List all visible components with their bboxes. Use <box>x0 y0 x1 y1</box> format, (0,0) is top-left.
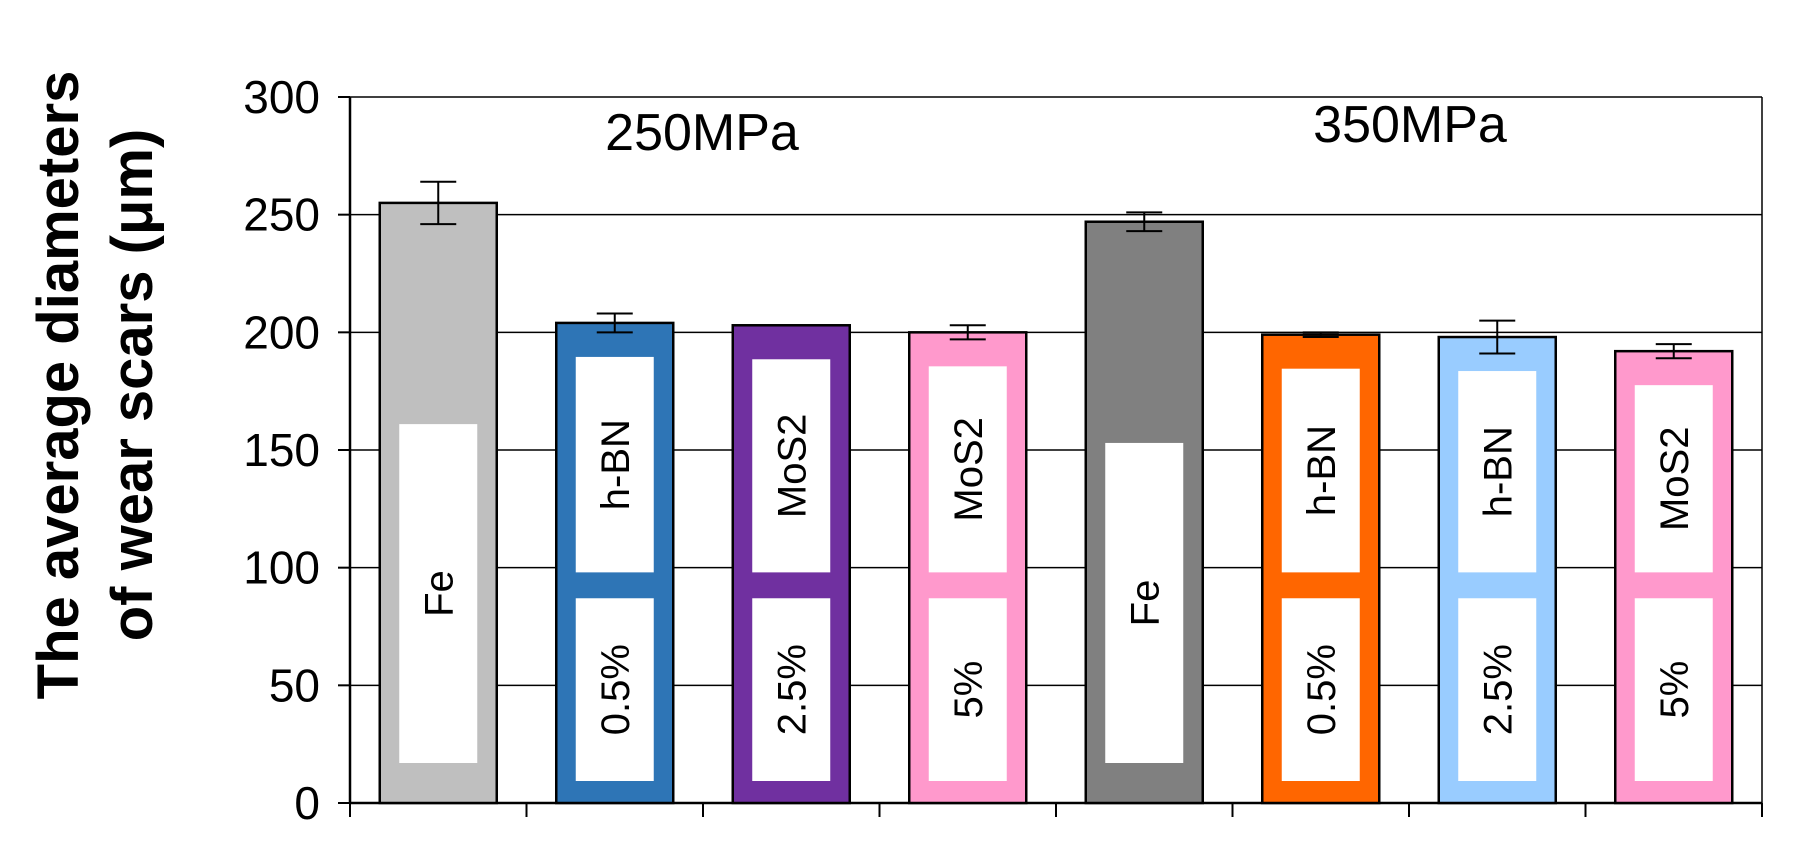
bar-material-label: MoS2 <box>1653 427 1697 532</box>
bar-label-box <box>575 598 654 781</box>
bar-percent-label: 2.5% <box>770 644 814 735</box>
bar-material-label: MoS2 <box>947 417 991 522</box>
bar-label-box <box>1105 442 1184 763</box>
bar-label-box <box>1281 598 1360 781</box>
group-label-250mpa: 250MPa <box>605 104 799 162</box>
y-tick-label: 200 <box>243 306 320 358</box>
bar-label-box <box>1458 598 1537 781</box>
bar-material-label: h-BN <box>1476 426 1520 517</box>
bar-percent-label: 5% <box>1653 661 1697 719</box>
bar-percent-label: 5% <box>947 661 991 719</box>
bar-material-label: h-BN <box>1300 425 1344 516</box>
bar-label-box <box>1634 385 1713 573</box>
y-tick-label: 100 <box>243 542 320 594</box>
bar-label-box <box>575 356 654 573</box>
y-tick-label: 300 <box>243 71 320 123</box>
bar-label-box <box>1458 371 1537 573</box>
bar-label-box <box>752 359 831 573</box>
y-axis-label-line2: of wear scars (μm) <box>100 129 165 642</box>
bar-percent-label: 2.5% <box>1476 644 1520 735</box>
y-tick-label: 150 <box>243 424 320 476</box>
bar-labels: Fe h-BN 0.5% MoS2 2.5% MoS2 5% Fe h-BN 0.5% h-BN 2.… <box>399 356 1713 781</box>
bar-material-label: Fe <box>1123 580 1167 627</box>
y-tick-label: 0 <box>294 777 320 829</box>
y-tick-label: 250 <box>243 189 320 241</box>
y-tick-label: 50 <box>269 659 320 711</box>
group-label-350mpa: 350MPa <box>1313 96 1507 154</box>
bar-material-label: Fe <box>417 570 461 617</box>
bar-label-box <box>1634 598 1713 781</box>
bar-label-box <box>928 598 1007 781</box>
bar-material-label: h-BN <box>594 419 638 510</box>
bar-percent-label: 0.5% <box>594 644 638 735</box>
bar-material-label: MoS2 <box>770 414 814 519</box>
y-axis-label-line1: The average diameters <box>26 71 91 700</box>
bar-label-box <box>399 424 478 763</box>
tick-labels: 0 50 100 150 200 250 300 <box>243 71 320 829</box>
bar-label-box <box>1281 368 1360 573</box>
bar-percent-label: 0.5% <box>1300 644 1344 735</box>
bar-label-box <box>928 366 1007 573</box>
bar-label-box <box>752 598 831 781</box>
